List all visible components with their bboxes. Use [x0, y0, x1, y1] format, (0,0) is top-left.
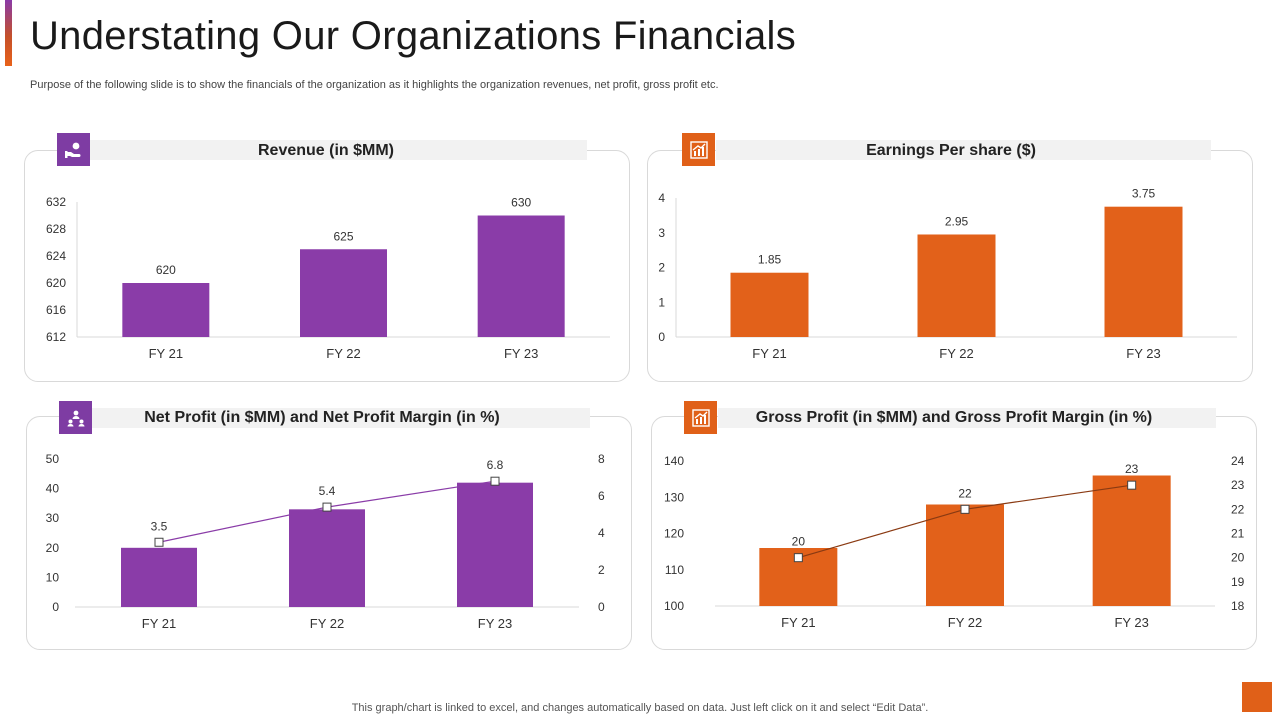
secondary-y-tick-label: 6 — [598, 489, 605, 503]
growth-chart-icon — [682, 133, 715, 166]
x-category-label: FY 21 — [752, 346, 786, 361]
x-category-label: FY 23 — [1126, 346, 1160, 361]
bar — [1104, 206, 1183, 337]
page-subtitle: Purpose of the following slide is to sho… — [30, 79, 719, 91]
y-tick-label: 1 — [658, 295, 665, 309]
bar — [730, 272, 809, 337]
bar — [457, 482, 533, 607]
y-tick-label: 30 — [46, 511, 60, 525]
money-hand-icon — [57, 133, 90, 166]
y-tick-label: 50 — [46, 452, 60, 466]
title-accent-bar — [5, 0, 12, 66]
y-tick-label: 612 — [46, 330, 66, 344]
secondary-y-tick-label: 2 — [598, 563, 605, 577]
y-tick-label: 4 — [658, 191, 665, 205]
revenue-bar-chart[interactable]: 612 616 620 624 628 632 620 625 630 FY 21 FY 22 FY … — [24, 185, 624, 370]
secondary-y-tick-label: 20 — [1231, 551, 1245, 565]
line-data-label: 22 — [958, 486, 972, 500]
x-category-label: FY 22 — [948, 615, 982, 630]
y-tick-label: 100 — [664, 599, 684, 613]
bar-data-label: 2.95 — [945, 214, 969, 228]
bar-data-label: 3.75 — [1132, 187, 1156, 201]
page-title: Understating Our Organizations Financial… — [30, 14, 796, 58]
line-marker — [960, 504, 970, 514]
y-tick-label: 0 — [658, 330, 665, 344]
eps-chart-title: Earnings Per share ($) — [866, 142, 1036, 159]
secondary-y-tick-label: 21 — [1231, 527, 1245, 541]
line-marker — [322, 502, 332, 512]
line-data-label: 3.5 — [151, 519, 168, 533]
y-tick-label: 616 — [46, 303, 66, 317]
y-tick-label: 628 — [46, 222, 66, 236]
y-tick-label: 2 — [658, 261, 665, 275]
secondary-y-tick-label: 0 — [598, 600, 605, 614]
x-category-label: FY 21 — [149, 346, 183, 361]
line-marker — [490, 476, 500, 486]
y-tick-label: 40 — [46, 482, 60, 496]
eps-bar-chart[interactable]: 0 1 2 3 4 1.85 2.95 3.75 FY 21 FY 22 FY 23 — [647, 185, 1247, 370]
x-category-label: FY 21 — [142, 616, 176, 631]
gross-profit-chart-title: Gross Profit (in $MM) and Gross Profit M… — [755, 409, 1153, 426]
line-data-label: 6.8 — [487, 458, 504, 472]
secondary-y-tick-label: 24 — [1231, 454, 1245, 468]
line-marker — [1127, 480, 1137, 490]
x-category-label: FY 23 — [478, 616, 512, 631]
bar — [917, 234, 996, 337]
y-tick-label: 140 — [664, 454, 684, 468]
gross-profit-card-header — [718, 408, 1216, 428]
net-profit-chart-title: Net Profit (in $MM) and Net Profit Margi… — [144, 409, 500, 426]
line-data-label: 20 — [792, 535, 806, 549]
bar-data-label: 625 — [333, 229, 353, 243]
bar — [477, 215, 565, 337]
growth-chart-icon — [684, 401, 717, 434]
y-tick-label: 10 — [46, 570, 60, 584]
bar-data-label: 630 — [511, 196, 531, 210]
line-marker — [793, 553, 803, 563]
x-category-label: FY 23 — [1114, 615, 1148, 630]
x-category-label: FY 23 — [504, 346, 538, 361]
secondary-y-tick-label: 4 — [598, 526, 605, 540]
y-tick-label: 632 — [46, 195, 66, 209]
bar — [122, 283, 210, 337]
bar — [1092, 475, 1171, 606]
secondary-y-tick-label: 18 — [1231, 599, 1245, 613]
bar-data-label: 1.85 — [758, 253, 782, 267]
secondary-y-tick-label: 22 — [1231, 502, 1245, 516]
y-tick-label: 20 — [46, 541, 60, 555]
line-data-label: 23 — [1125, 462, 1139, 476]
bar — [289, 509, 365, 607]
bar — [300, 249, 387, 337]
y-tick-label: 120 — [664, 527, 684, 541]
secondary-y-tick-label: 23 — [1231, 478, 1245, 492]
accent-square — [1242, 682, 1272, 712]
line-marker — [154, 537, 164, 547]
y-tick-label: 110 — [665, 563, 684, 577]
bar — [926, 504, 1004, 606]
x-category-label: FY 22 — [310, 616, 344, 631]
line-data-label: 5.4 — [319, 484, 336, 498]
x-category-label: FY 22 — [939, 346, 973, 361]
y-tick-label: 130 — [664, 490, 684, 504]
y-tick-label: 3 — [658, 226, 665, 240]
gross-profit-combo-chart[interactable]: 100 110 120 130 140 FY 21 FY 22 FY 23 18 19 20 21 22… — [651, 448, 1257, 638]
x-category-label: FY 22 — [326, 346, 360, 361]
secondary-y-tick-label: 19 — [1231, 575, 1245, 589]
revenue-chart-title: Revenue (in $MM) — [257, 142, 394, 159]
footer-note: This graph/chart is linked to excel, and… — [351, 702, 929, 714]
team-icon — [59, 401, 92, 434]
x-category-label: FY 21 — [781, 615, 815, 630]
eps-card-header — [716, 140, 1211, 160]
revenue-card-header — [90, 140, 587, 160]
y-tick-label: 620 — [46, 276, 66, 290]
bar — [121, 547, 197, 607]
bar-data-label: 620 — [156, 263, 176, 277]
y-tick-label: 0 — [52, 600, 59, 614]
net-profit-card-header — [90, 408, 590, 428]
net-profit-combo-chart[interactable]: 0 10 20 30 40 50 FY 21 FY 22 FY 23 0 2 4 6 8 3.5 5.4 6.8 — [26, 448, 632, 638]
y-tick-label: 624 — [46, 249, 66, 263]
secondary-y-tick-label: 8 — [598, 452, 605, 466]
